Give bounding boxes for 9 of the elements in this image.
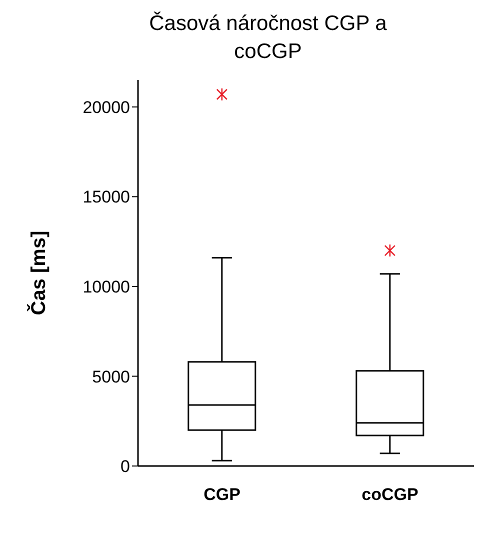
y-tick-label: 20000 bbox=[82, 98, 130, 117]
y-tick-label: 0 bbox=[120, 457, 130, 476]
chart-title: Časová náročnost CGP a coCGP bbox=[148, 10, 388, 65]
y-tick-label: 15000 bbox=[82, 188, 130, 207]
y-axis-title: Čas [ms] bbox=[27, 230, 50, 316]
y-tick-label: 5000 bbox=[92, 367, 130, 386]
x-tick-label: coCGP bbox=[362, 485, 418, 504]
y-tick-label: 10000 bbox=[82, 278, 130, 296]
x-tick-label: CGP bbox=[204, 485, 240, 504]
